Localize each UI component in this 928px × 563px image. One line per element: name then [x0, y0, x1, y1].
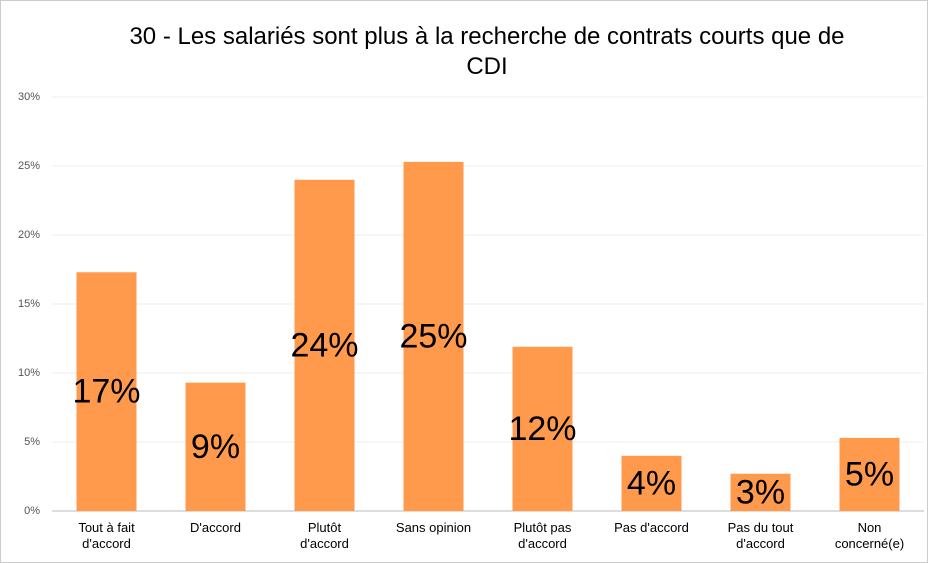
data-label: 3% [736, 473, 785, 511]
y-tick-label: 0% [24, 505, 40, 517]
x-tick-label: Sans opinion [395, 520, 472, 535]
data-label: 9% [191, 428, 240, 466]
y-tick-label: 10% [18, 367, 40, 379]
y-tick-label: 25% [18, 160, 40, 172]
x-tick-label: Non concerné(e) [834, 520, 905, 551]
bar [730, 473, 791, 511]
bar [839, 437, 900, 511]
y-tick-label: 20% [18, 229, 40, 241]
data-label: 25% [399, 317, 467, 355]
x-tick-label: Pas du tout d'accord [727, 520, 794, 551]
bar [294, 179, 355, 512]
data-label: 17% [72, 373, 140, 411]
x-tick-label: Tout à fait d'accord [78, 520, 135, 551]
x-tick-label: Plutôt d'accord [300, 520, 349, 551]
y-tick-label: 15% [18, 298, 40, 310]
x-tick-label: Pas d'accord [614, 520, 689, 535]
bar [403, 161, 464, 512]
x-tick-label: D'accord [190, 520, 241, 535]
bar [76, 272, 137, 511]
y-tick-label: 30% [18, 91, 40, 103]
bar [621, 455, 682, 511]
data-label: 24% [290, 326, 358, 364]
bar [512, 346, 573, 511]
bar [185, 382, 246, 511]
chart-title: 30 - Les salariés sont plus à la recherc… [129, 23, 845, 80]
x-tick-label: Plutôt pas d'accord [513, 520, 572, 551]
data-label: 4% [627, 464, 676, 502]
y-tick-label: 5% [24, 436, 40, 448]
data-label: 5% [845, 455, 894, 493]
data-label: 12% [508, 410, 576, 448]
